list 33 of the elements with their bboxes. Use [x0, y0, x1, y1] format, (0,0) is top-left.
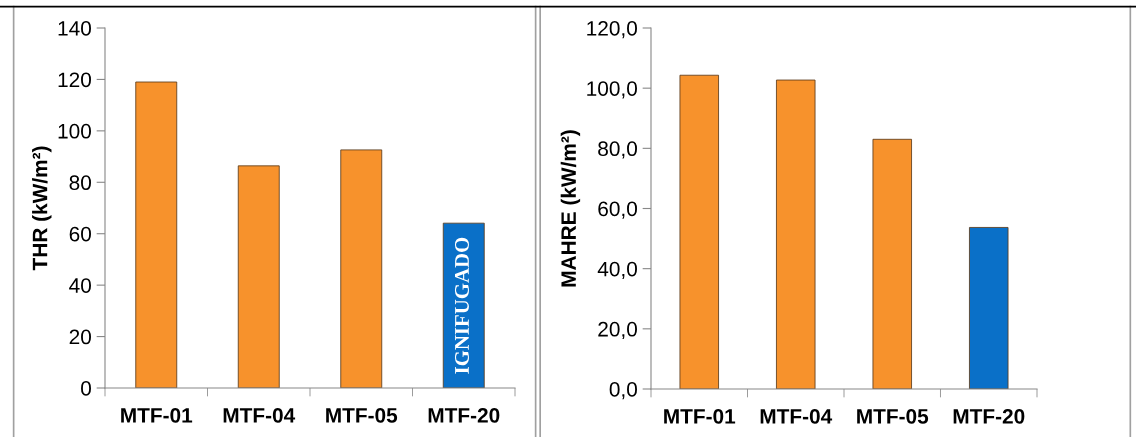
- x-tick-label: MTF-04: [223, 407, 296, 423]
- y-tick-label: 120,0: [587, 21, 637, 39]
- x-tick-label: MTF-05: [857, 408, 929, 424]
- y-tick-label: 100: [58, 123, 91, 139]
- y-tick-label: 80,0: [598, 141, 637, 159]
- y-axis-title: THR (kW/m²): [32, 146, 52, 271]
- y-axis-title: MAHRE (kW/m²): [560, 130, 581, 287]
- y-tick-label: 0: [81, 381, 91, 396]
- y-tick-label: 120: [58, 72, 91, 88]
- bar: [340, 149, 383, 388]
- y-tick-label: 140: [58, 21, 91, 36]
- x-tick-label: MTF-20: [953, 408, 1025, 424]
- x-tick-label: MTF-01: [664, 408, 736, 424]
- bar: [872, 138, 912, 389]
- y-tick-label: 100,0: [587, 81, 637, 99]
- bar: [969, 227, 1009, 389]
- bar: [237, 165, 280, 388]
- bar: [776, 79, 816, 389]
- y-tick-label: 0,0: [609, 382, 637, 400]
- x-tick-label: MTF-05: [326, 407, 398, 423]
- y-tick-label: 40,0: [597, 261, 637, 279]
- y-tick-label: 60,0: [598, 201, 637, 219]
- bar: [679, 74, 719, 389]
- x-tick-label: MTF-01: [121, 407, 193, 423]
- y-tick-label: 40: [69, 278, 91, 293]
- y-tick-label: 80: [69, 175, 91, 191]
- x-tick-label: MTF-04: [760, 408, 833, 424]
- y-tick-label: 20,0: [598, 321, 637, 340]
- annotation: IGNIFUGADO: [454, 237, 469, 374]
- y-tick-label: 60: [69, 226, 91, 242]
- x-tick-label: MTF-20: [428, 407, 500, 423]
- bar: [135, 81, 178, 388]
- y-tick-label: 20: [69, 329, 91, 345]
